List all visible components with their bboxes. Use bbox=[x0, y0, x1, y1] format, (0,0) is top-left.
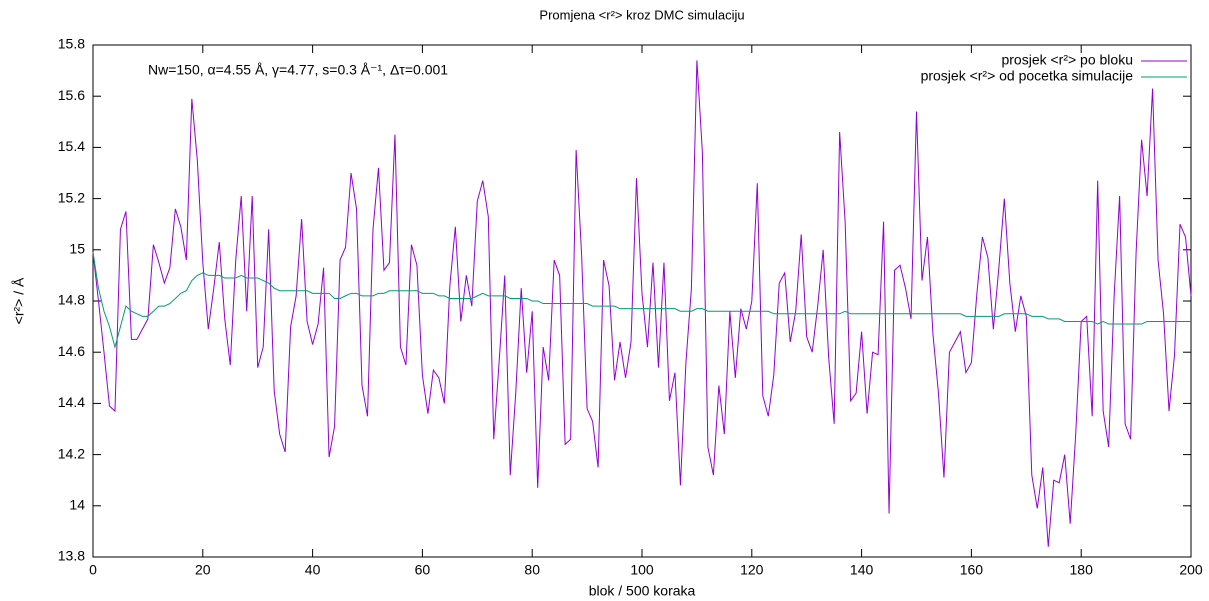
x-tick-label: 180 bbox=[1070, 562, 1094, 578]
chart-title: Promjena <r²> kroz DMC simulaciju bbox=[539, 7, 744, 22]
y-tick-label: 13.8 bbox=[58, 548, 85, 564]
y-tick-label: 14.4 bbox=[58, 394, 85, 410]
x-tick-label: 20 bbox=[195, 562, 211, 578]
x-tick-label: 160 bbox=[960, 562, 984, 578]
legend-label: prosjek <r²> od pocetka simulacije bbox=[921, 68, 1134, 84]
y-tick-label: 15 bbox=[69, 241, 85, 257]
x-tick-label: 140 bbox=[850, 562, 874, 578]
y-tick-label: 15.6 bbox=[58, 87, 85, 103]
x-axis-label: blok / 500 koraka bbox=[589, 583, 696, 599]
x-tick-label: 120 bbox=[740, 562, 764, 578]
y-tick-label: 15.2 bbox=[58, 189, 85, 205]
annotation: Nw=150, α=4.55 Å, γ=4.77, s=0.3 Å⁻¹, Δτ=… bbox=[148, 62, 448, 78]
x-tick-label: 200 bbox=[1179, 562, 1203, 578]
x-tick-label: 60 bbox=[415, 562, 431, 578]
y-tick-label: 14.6 bbox=[58, 343, 85, 359]
x-tick-label: 100 bbox=[630, 562, 654, 578]
y-tick-label: 15.4 bbox=[58, 138, 85, 154]
x-tick-label: 0 bbox=[89, 562, 97, 578]
y-axis-label: <r²> / Å bbox=[11, 277, 27, 324]
x-tick-label: 80 bbox=[524, 562, 540, 578]
x-tick-label: 40 bbox=[305, 562, 321, 578]
series-line bbox=[92, 252, 1191, 350]
y-tick-label: 14 bbox=[69, 497, 85, 513]
series-line bbox=[92, 60, 1192, 547]
y-tick-label: 14.8 bbox=[58, 292, 85, 308]
y-tick-label: 15.8 bbox=[58, 36, 85, 52]
y-tick-label: 14.2 bbox=[58, 445, 85, 461]
legend-label: prosjek <r²> po bloku bbox=[1001, 52, 1133, 68]
